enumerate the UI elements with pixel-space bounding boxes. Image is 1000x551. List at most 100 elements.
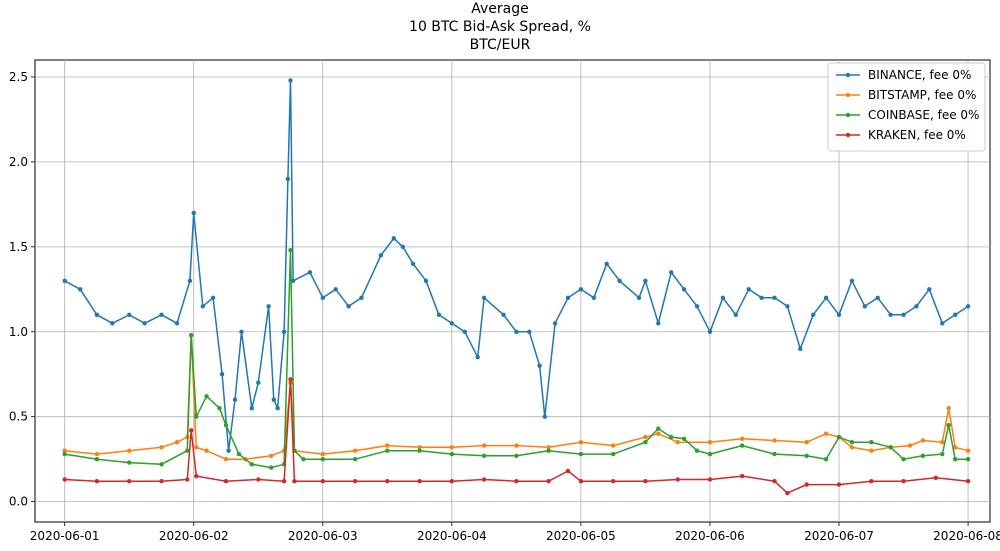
data-point [953, 445, 958, 450]
data-point [862, 304, 867, 309]
data-point [352, 448, 358, 453]
data-point [385, 448, 390, 453]
x-tick-label: 2020-06-07 [804, 529, 874, 543]
data-point [849, 440, 855, 445]
data-point [617, 278, 622, 283]
data-point [352, 457, 358, 462]
data-point [378, 253, 384, 258]
data-point [546, 445, 551, 450]
data-point [271, 397, 276, 402]
data-point [901, 312, 906, 317]
data-point [836, 434, 842, 440]
data-point [527, 329, 532, 334]
data-point [307, 270, 313, 275]
data-point [823, 431, 829, 436]
data-point [185, 448, 190, 453]
legend: BINANCE, fee 0% BITSTAMP, fee 0% COINBASE,… [827, 62, 986, 152]
chart-title: Average [471, 1, 529, 17]
series-1 [62, 78, 971, 453]
data-point [223, 479, 229, 484]
data-point [94, 457, 100, 462]
data-point [127, 312, 132, 317]
axis-ticks: 2020-06-01 2020-06-02 2020-06-03 2020-06-04… [9, 70, 1000, 543]
data-point [798, 346, 803, 351]
data-point [946, 406, 951, 411]
y-tick-label: 1.0 [9, 325, 28, 339]
data-point [578, 287, 584, 292]
series-group [62, 78, 971, 496]
data-point [591, 295, 596, 300]
data-point [907, 443, 913, 448]
data-point [127, 460, 132, 465]
legend-swatch-marker [845, 132, 851, 138]
x-tick-label: 2020-06-04 [417, 529, 487, 543]
data-point [320, 457, 325, 462]
data-point [772, 295, 777, 300]
data-point [256, 380, 261, 385]
data-point [940, 440, 945, 445]
data-point [127, 448, 132, 453]
data-point [720, 295, 726, 300]
data-point [219, 372, 225, 377]
data-point [611, 451, 616, 457]
data-point [223, 423, 229, 428]
data-point [423, 278, 429, 283]
data-point [869, 440, 874, 445]
data-point [875, 295, 880, 300]
data-point [223, 457, 229, 462]
data-point [901, 479, 906, 484]
data-point [290, 278, 296, 283]
data-point [210, 295, 216, 300]
data-point [611, 479, 616, 484]
data-point [611, 443, 616, 448]
data-point [449, 451, 454, 457]
data-point [578, 451, 584, 457]
data-point [927, 287, 932, 292]
data-point [578, 479, 584, 484]
data-point [320, 295, 325, 300]
data-point [266, 304, 271, 309]
data-point [285, 176, 291, 182]
data-point [669, 434, 674, 440]
x-tick-label: 2020-06-03 [288, 529, 358, 543]
data-point [275, 406, 280, 411]
data-point [740, 473, 745, 479]
data-point [410, 261, 416, 266]
data-point [740, 443, 745, 448]
data-point [965, 479, 971, 484]
data-point [643, 278, 648, 283]
data-point [514, 453, 519, 458]
data-point [174, 440, 180, 445]
data-point [940, 451, 945, 457]
data-point [946, 423, 951, 428]
data-point [681, 287, 687, 292]
data-point [301, 457, 306, 462]
data-point [127, 479, 132, 484]
data-point [940, 321, 945, 326]
data-point [707, 451, 713, 457]
x-tick-label: 2020-06-05 [546, 529, 616, 543]
data-point [694, 448, 700, 453]
data-point [62, 477, 67, 482]
data-point [385, 479, 390, 484]
data-point [552, 321, 558, 326]
legend-swatch-marker [845, 92, 851, 98]
data-point [200, 304, 205, 309]
data-point [514, 329, 519, 334]
data-point [707, 440, 713, 445]
data-point [62, 448, 67, 453]
data-point [288, 248, 293, 253]
data-point [481, 477, 487, 482]
data-point [417, 479, 422, 484]
chart-subtitle-pair: BTC/EUR [469, 37, 531, 53]
data-point [869, 448, 874, 453]
data-point [656, 321, 661, 326]
data-point [226, 448, 231, 453]
data-point [869, 479, 874, 484]
x-tick-label: 2020-06-06 [675, 529, 745, 543]
data-point [232, 397, 238, 402]
data-point [62, 278, 67, 283]
x-tick-label: 2020-06-08 [933, 529, 1000, 543]
data-point [811, 312, 816, 317]
